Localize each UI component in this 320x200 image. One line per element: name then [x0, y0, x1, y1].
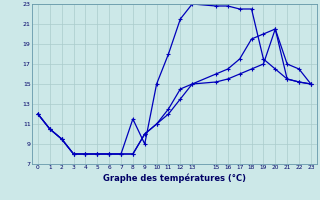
- X-axis label: Graphe des températures (°C): Graphe des températures (°C): [103, 173, 246, 183]
